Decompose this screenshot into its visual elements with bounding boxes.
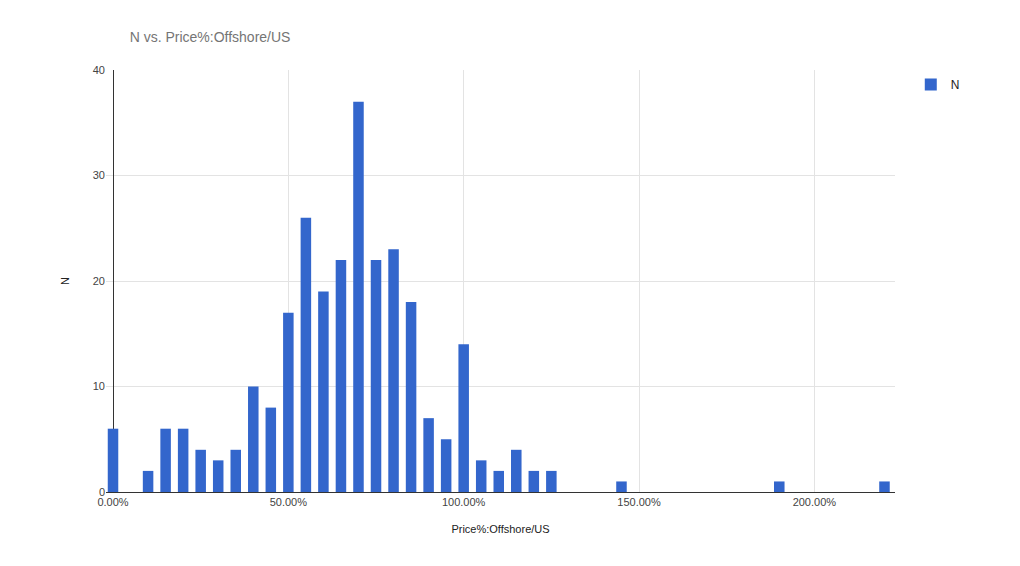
svg-text:0.00%: 0.00% xyxy=(97,496,128,508)
svg-text:10: 10 xyxy=(93,380,105,392)
svg-text:N: N xyxy=(59,277,71,285)
svg-text:Price%:Offshore/US: Price%:Offshore/US xyxy=(451,523,549,535)
svg-text:200.00%: 200.00% xyxy=(793,496,837,508)
svg-text:100.00%: 100.00% xyxy=(442,496,486,508)
svg-text:150.00%: 150.00% xyxy=(617,496,661,508)
svg-text:20: 20 xyxy=(93,275,105,287)
svg-text:N vs. Price%:Offshore/US: N vs. Price%:Offshore/US xyxy=(130,29,291,45)
svg-text:40: 40 xyxy=(93,64,105,76)
svg-text:30: 30 xyxy=(93,169,105,181)
svg-text:0: 0 xyxy=(99,486,105,498)
svg-text:50.00%: 50.00% xyxy=(270,496,308,508)
svg-text:N: N xyxy=(951,78,960,92)
